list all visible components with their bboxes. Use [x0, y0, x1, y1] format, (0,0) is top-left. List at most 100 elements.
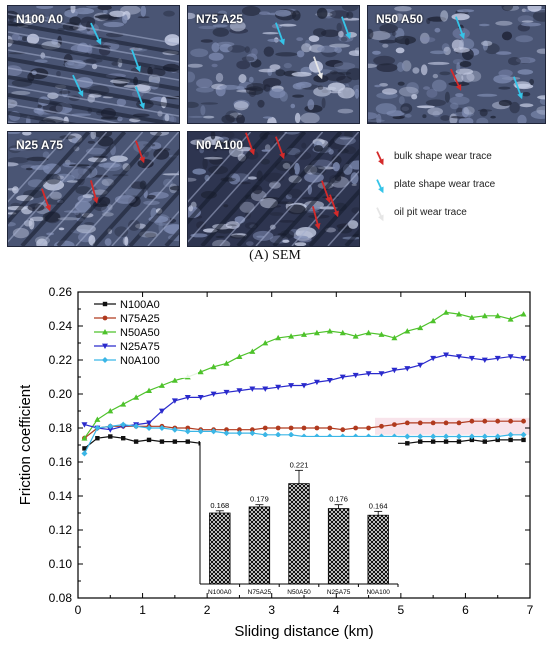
plate-wear-arrow: [72, 74, 84, 97]
data-point-N75A25: [249, 427, 255, 433]
data-point-N75A25: [366, 425, 371, 431]
y-tick-label: 0.26: [49, 285, 73, 299]
data-point-N0A100: [494, 433, 501, 440]
legend-marker: [102, 301, 108, 307]
data-point-N0A100: [507, 431, 514, 438]
data-point-N75A25: [353, 425, 359, 431]
data-point-N75A25: [288, 425, 294, 431]
x-tick-label: 3: [268, 603, 275, 617]
legend-label: N75A25: [120, 313, 160, 325]
data-point-N50A50: [120, 401, 127, 407]
data-point-N75A25: [340, 427, 346, 433]
bulk-arrow-icon: [376, 151, 384, 166]
data-point-N50A50: [210, 363, 217, 370]
legend-marker: [102, 343, 108, 349]
data-point-N50A50: [352, 333, 359, 339]
data-point-N25A75: [378, 371, 385, 377]
micrograph-label: N25 A75: [16, 138, 63, 152]
data-point-N50A50: [288, 333, 295, 339]
data-point-N25A75: [326, 378, 333, 384]
data-point-N50A50: [494, 312, 501, 319]
x-tick-label: 5: [398, 603, 405, 617]
data-point-N0A100: [288, 431, 295, 438]
data-point-N0A100: [455, 433, 462, 440]
data-point-N75A25: [301, 425, 307, 431]
micrograph-label: N0 A100: [196, 138, 243, 152]
x-tick-label: 4: [333, 603, 340, 617]
data-point-N75A25: [314, 425, 320, 431]
data-point-N50A50: [404, 328, 411, 334]
data-point-N0A100: [249, 430, 256, 437]
data-point-N50A50: [223, 360, 230, 366]
data-point-N50A50: [171, 377, 178, 383]
data-point-N50A50: [81, 435, 88, 441]
x-tick-label: 7: [527, 603, 534, 617]
legend-marker: [102, 315, 108, 321]
data-point-N25A75: [301, 383, 307, 389]
data-point-N50A50: [236, 353, 243, 359]
legend-box: [88, 298, 198, 378]
data-point-N100A0: [133, 439, 139, 444]
data-point-N75A25: [443, 420, 449, 426]
data-point-N50A50: [365, 329, 372, 336]
micrograph-texture: [8, 132, 179, 246]
y-axis-label: Friction coefficient: [17, 384, 34, 505]
y-tick-label: 0.10: [49, 557, 73, 571]
sem-micrograph: N100 A0: [7, 5, 180, 124]
data-point-N50A50: [107, 408, 114, 414]
data-point-N75A25: [404, 420, 410, 426]
plate-arrow-icon: [376, 179, 384, 194]
data-point-N25A75: [365, 371, 372, 377]
data-point-N75A25: [185, 425, 191, 431]
data-point-N100A0: [405, 441, 410, 446]
inset-value-label: 0.179: [250, 495, 269, 504]
data-point-N25A75: [184, 395, 191, 401]
data-point-N25A75: [352, 372, 359, 379]
data-point-N0A100: [197, 428, 204, 435]
data-point-N25A75: [288, 383, 295, 389]
plate-wear-arrow: [341, 16, 351, 40]
data-point-N0A100: [81, 450, 88, 457]
data-point-N75A25: [392, 422, 397, 427]
data-point-N75A25: [237, 427, 242, 433]
inset-value-label: 0.221: [290, 460, 309, 469]
data-point-N0A100: [468, 433, 475, 440]
data-point-N75A25: [456, 420, 462, 426]
micrograph-label: N100 A0: [16, 12, 63, 26]
data-point-N25A75: [391, 367, 398, 374]
data-point-N0A100: [520, 431, 527, 438]
data-point-N100A0: [508, 437, 513, 443]
sem-micrograph: N25 A75: [7, 131, 180, 247]
inset-value-label: 0.164: [369, 501, 388, 510]
data-point-N100A0: [159, 439, 165, 444]
data-point-N25A75: [443, 352, 450, 358]
data-point-N50A50: [443, 309, 450, 315]
data-point-N25A75: [520, 355, 527, 362]
data-point-N50A50: [507, 316, 514, 322]
micrograph-texture: [188, 132, 359, 246]
data-point-N50A50: [481, 312, 488, 319]
data-point-N0A100: [236, 430, 243, 437]
arrow-legend-label: oil pit wear trace: [394, 207, 467, 218]
data-point-N75A25: [262, 425, 268, 431]
data-point-N100A0: [172, 439, 178, 444]
data-point-N100A0: [95, 436, 100, 441]
bulk-wear-arrow: [245, 132, 255, 156]
data-point-N50A50: [249, 348, 256, 354]
sem-caption: (A) SEM: [0, 248, 550, 264]
data-point-N25A75: [171, 398, 178, 404]
data-point-N50A50: [455, 311, 462, 317]
data-point-N50A50: [520, 311, 527, 317]
data-point-N100A0: [146, 437, 152, 443]
y-tick-label: 0.08: [49, 591, 73, 605]
data-point-N50A50: [133, 394, 140, 400]
data-point-N25A75: [455, 354, 462, 360]
bulk-wear-arrow: [41, 188, 51, 212]
data-point-N0A100: [223, 430, 230, 437]
inset-category-label: N100A0: [208, 589, 232, 596]
micrograph-label: N75 A25: [196, 12, 243, 26]
data-point-N25A75: [430, 355, 437, 362]
inset-category-label: N0A100: [366, 589, 390, 596]
bulk-wear-arrow: [135, 140, 145, 164]
friction-chart-panel: 0.08 0.10 0.12 0.14 0.16 0.18 0.20 0.22 0.24 0.26…: [0, 282, 550, 643]
